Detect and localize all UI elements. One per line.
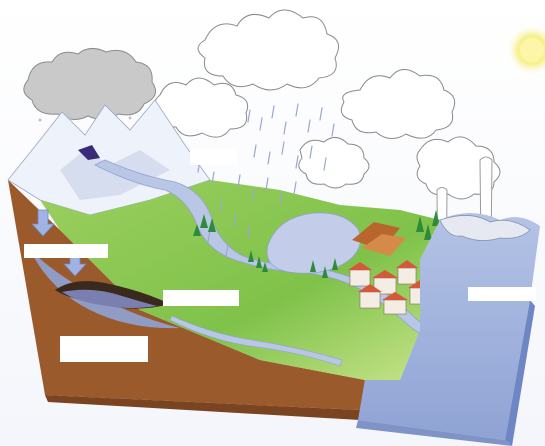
trees — [193, 210, 440, 278]
stream — [169, 315, 343, 367]
farmland — [352, 222, 406, 256]
sun-icon — [506, 24, 545, 76]
aquifer-cave — [55, 281, 170, 309]
label-box-infiltration[interactable] — [24, 244, 108, 258]
sea — [358, 213, 540, 440]
village — [348, 260, 432, 315]
rain-cloud-icon — [23, 48, 157, 120]
label-boxes — [24, 149, 536, 362]
rainfall — [197, 103, 335, 257]
lake — [266, 212, 361, 274]
soil-underlayer — [45, 395, 360, 420]
sea-bottom-face — [356, 420, 512, 446]
label-box-ocean[interactable] — [468, 287, 536, 301]
coastal-cliffs — [439, 215, 531, 241]
lightning-icon — [78, 145, 100, 160]
label-box-groundwater[interactable] — [60, 336, 148, 362]
label-box-rainfall[interactable] — [190, 149, 238, 165]
sea-front-face — [505, 300, 535, 446]
label-box-runoff[interactable] — [163, 290, 239, 306]
evaporation-clouds — [154, 9, 501, 200]
